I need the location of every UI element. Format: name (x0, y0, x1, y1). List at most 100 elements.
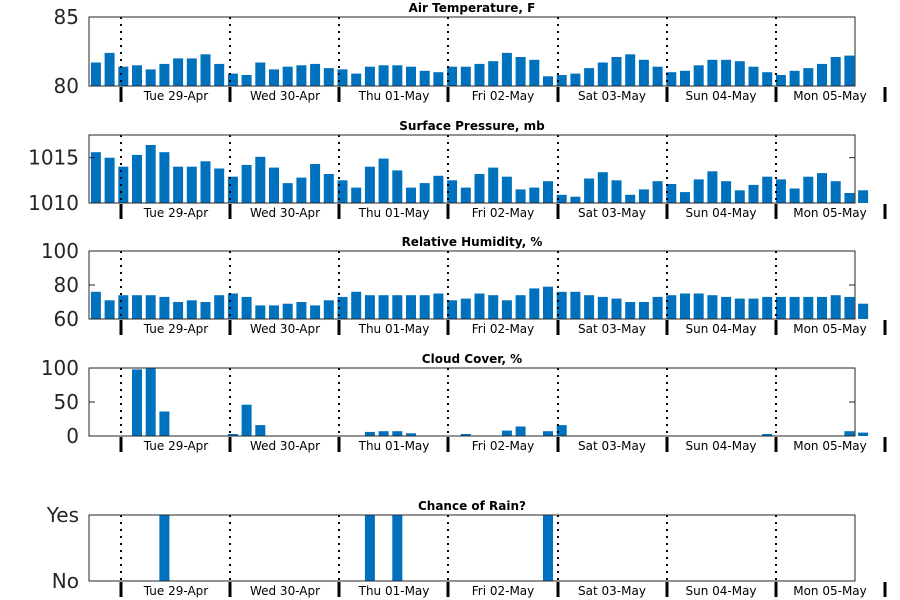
bar (241, 75, 252, 86)
panel-title: Cloud Cover, % (422, 352, 522, 366)
bar (255, 305, 266, 319)
bar (858, 432, 869, 436)
x-tick-label: Sun 04-May (685, 206, 756, 220)
x-tick-label: Mon 05-May (793, 322, 867, 336)
y-tick-label: 0 (66, 424, 79, 448)
bar (227, 176, 238, 203)
bar (556, 75, 567, 86)
bar (378, 65, 389, 86)
bar (830, 295, 841, 319)
bar (90, 62, 101, 86)
bar (310, 63, 321, 86)
bar (748, 66, 759, 86)
bar (584, 295, 595, 319)
bar (227, 73, 238, 86)
bar (255, 156, 266, 203)
bar (460, 66, 471, 86)
bar (529, 187, 540, 203)
y-tick-label: 85 (54, 5, 79, 29)
bar (447, 180, 458, 203)
bar (364, 295, 375, 319)
bar (241, 164, 252, 203)
bar (597, 172, 608, 203)
bar (392, 170, 403, 203)
bar (474, 293, 485, 319)
panel-title: Surface Pressure, mb (399, 119, 545, 133)
bar (173, 58, 184, 86)
bar (227, 434, 238, 436)
panel-5: Chance of Rain? No Yes Tue 29-Apr Wed 30-Apr… (46, 499, 887, 598)
bar (296, 65, 307, 86)
bar (364, 515, 375, 581)
x-tick-label: Sun 04-May (685, 89, 756, 103)
bar (721, 181, 732, 203)
bar (693, 293, 704, 319)
bar (186, 300, 197, 319)
bar (296, 177, 307, 203)
bar (652, 66, 663, 86)
bar (638, 189, 649, 203)
bar (447, 66, 458, 86)
x-tick-label: Sat 03-May (578, 322, 646, 336)
bar (529, 288, 540, 319)
bar (104, 300, 115, 319)
x-tick-label: Wed 30-Apr (250, 89, 320, 103)
x-tick-label: Tue 29-Apr (143, 584, 208, 598)
bar (200, 302, 211, 319)
bar (721, 59, 732, 86)
panel-2: Surface Pressure, mb 1010 1015 Tue 29-Apr We… (28, 119, 887, 220)
bar (844, 193, 855, 203)
bar (351, 291, 362, 319)
bar (762, 176, 773, 203)
bar (625, 302, 636, 319)
bar (419, 183, 430, 203)
x-tick-label: Thu 01-May (358, 89, 430, 103)
x-tick-label: Wed 30-Apr (250, 439, 320, 453)
bar (803, 176, 814, 203)
bar (680, 70, 690, 86)
x-tick-label: Sat 03-May (578, 439, 646, 453)
bar (543, 431, 553, 436)
bar (132, 154, 142, 203)
x-tick-label: Sat 03-May (578, 584, 646, 598)
bar (378, 431, 389, 436)
bar (556, 291, 567, 319)
bar (337, 180, 348, 203)
x-tick-label: Thu 01-May (358, 584, 430, 598)
bar (378, 158, 389, 203)
bar (611, 298, 622, 319)
bar (666, 295, 677, 319)
bar (200, 161, 211, 203)
bar (104, 157, 115, 203)
x-tick-label: Tue 29-Apr (143, 89, 208, 103)
bar (296, 302, 307, 319)
bar (666, 184, 677, 203)
bar (748, 184, 759, 203)
bar (419, 295, 430, 319)
bar (447, 300, 458, 319)
bar (858, 190, 869, 203)
bar (392, 431, 403, 436)
x-tick-label: Thu 01-May (358, 439, 430, 453)
bar (543, 76, 553, 86)
bar (351, 187, 362, 203)
bar (597, 62, 608, 86)
bar (775, 179, 786, 203)
y-tick-label: 1010 (28, 191, 79, 215)
x-tick-label: Mon 05-May (793, 206, 867, 220)
bar (173, 302, 184, 319)
bar (762, 434, 773, 436)
bar (734, 190, 745, 203)
bar (90, 152, 101, 203)
axes-frame (88, 514, 856, 582)
bar (145, 295, 156, 319)
bar (269, 305, 279, 319)
bar (337, 296, 348, 319)
bar (638, 302, 649, 319)
bar (392, 515, 403, 581)
bar (145, 368, 156, 436)
bar (693, 179, 704, 203)
y-tick-label: 80 (54, 74, 79, 98)
bar (680, 192, 690, 203)
